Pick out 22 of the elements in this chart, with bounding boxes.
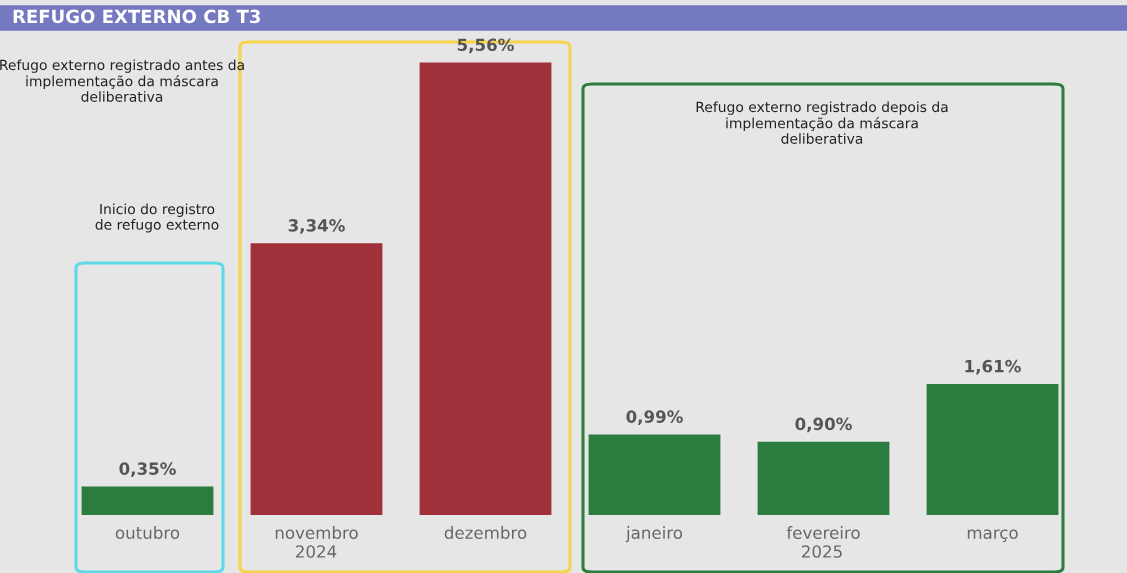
data-label: 0,90% xyxy=(795,417,852,433)
text: 2024 xyxy=(296,545,337,558)
text: 2025 xyxy=(802,545,842,558)
bar xyxy=(250,243,383,515)
bar xyxy=(757,441,890,515)
annotation: Inicio do registro de refugo externo xyxy=(95,203,219,233)
data-label: 1,61% xyxy=(965,359,1021,375)
x-tick-label: novembro xyxy=(275,526,358,540)
bar xyxy=(81,486,214,515)
x-tick-label: dezembro xyxy=(444,526,527,540)
data-label: 0,99% xyxy=(626,410,683,426)
x-tick-label: outubro xyxy=(115,526,180,540)
data-label: 3,34% xyxy=(288,219,345,234)
bar xyxy=(926,384,1059,515)
bar xyxy=(419,62,552,515)
data-label: 0,35% xyxy=(119,462,176,478)
x-tick-label: fevereiro xyxy=(786,526,860,540)
annotation: Refugo externo registrado depois da implementação da máscara deliberativa xyxy=(696,101,948,144)
chart-title: REFUGO EXTERNO CB T3 xyxy=(13,9,260,24)
x-tick-label: janeiro xyxy=(625,526,683,543)
x-tick-label: março xyxy=(967,529,1018,542)
bar xyxy=(588,434,721,515)
